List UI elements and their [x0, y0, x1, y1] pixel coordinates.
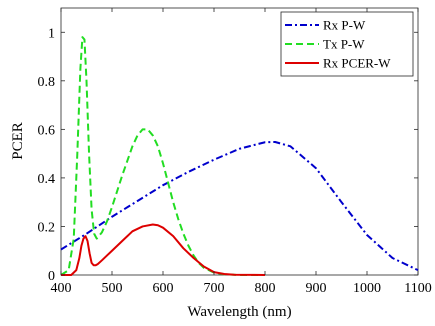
x-tick-label: 900: [306, 281, 327, 296]
y-tick-label: 0.6: [38, 123, 56, 138]
x-tick-label: 1100: [404, 281, 431, 296]
legend: Rx P-W Tx P-W Rx PCER-W: [280, 11, 414, 77]
x-axis-label: Wavelength (nm): [187, 304, 291, 320]
legend-label-2: Rx PCER-W: [323, 56, 391, 71]
y-tick-label: 0.2: [38, 220, 56, 235]
series-line-1: [60, 36, 265, 276]
x-tick-label: 600: [153, 281, 174, 296]
legend-label-1: Tx P-W: [323, 37, 365, 52]
y-tick-label: 0.4: [38, 172, 56, 187]
x-tick-label: 500: [102, 281, 123, 296]
y-tick-label: 1: [48, 26, 55, 41]
y-axis-label: PCER: [10, 122, 26, 160]
axis-layer: 400 500 600 700 800 900 1000 1100 0 0.2 0.4 0.6 0.8 1: [38, 8, 432, 296]
y-tick-label: 0: [48, 269, 55, 284]
series-line-0: [60, 140, 419, 272]
series-layer: [60, 36, 419, 276]
legend-label-0: Rx P-W: [323, 18, 366, 33]
x-tick-label: 800: [255, 281, 276, 296]
x-tick-label: 700: [204, 281, 225, 296]
y-tick-label: 0.8: [38, 75, 56, 90]
series-line-2: [61, 223, 266, 276]
x-tick-label: 400: [51, 281, 72, 296]
x-tick-label: 1000: [353, 281, 381, 296]
